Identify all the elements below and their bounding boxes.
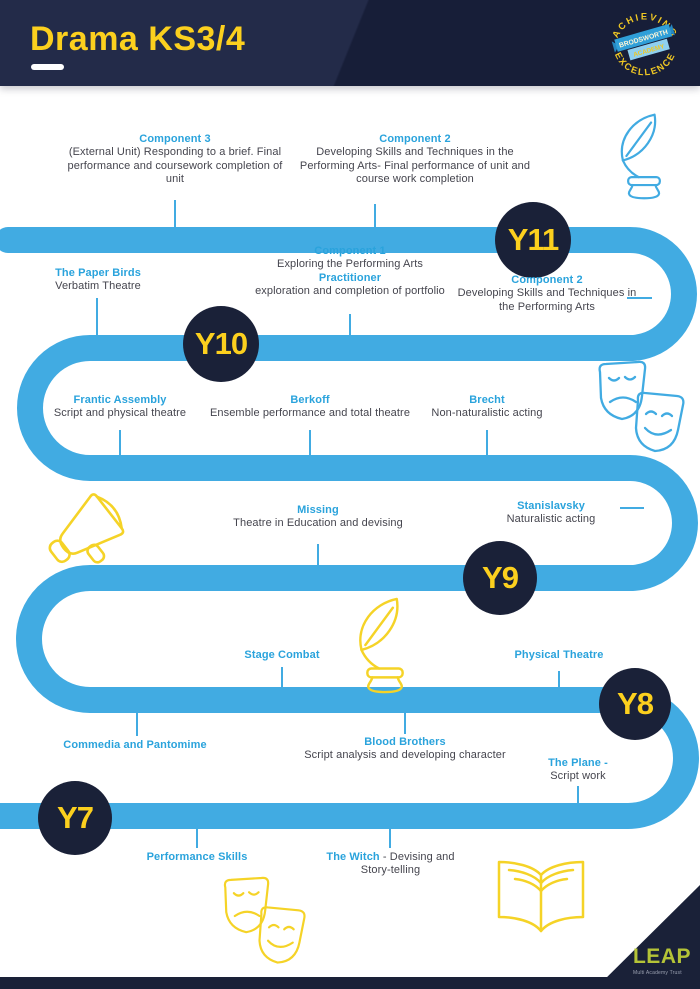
milestone-physical-theatre: Physical Theatre	[514, 649, 604, 661]
year-marker-y11: Y11	[495, 202, 571, 278]
milestone-the-plane: The Plane - Script work	[548, 757, 608, 783]
connector-ticks	[96, 200, 652, 848]
year-marker-y10: Y10	[183, 306, 259, 382]
milestone-brecht: Brecht Non-naturalistic acting	[431, 394, 543, 420]
leap-tagline: Multi Academy Trust	[632, 970, 682, 976]
year-marker-y8: Y8	[599, 668, 671, 740]
footer-corner-triangle	[595, 885, 700, 989]
title-underline	[31, 64, 64, 70]
quill-ink-icon	[620, 113, 661, 200]
theatre-masks-icon	[598, 360, 685, 453]
year-marker-y9: Y9	[463, 541, 537, 615]
footer-bar	[0, 977, 700, 989]
milestone-performance-skills: Performance Skills	[146, 851, 248, 863]
milestone-stanislavsky: Stanislavsky Naturalistic acting	[506, 500, 596, 526]
milestone-missing: Missing Theatre in Education and devisin…	[233, 504, 403, 530]
milestone-frantic-assembly: Frantic Assembly Script and physical the…	[53, 394, 187, 420]
milestone-commedia-pantomime: Commedia and Pantomime	[63, 739, 207, 751]
megaphone-icon	[48, 493, 125, 564]
milestone-the-witch: The Witch - Devising and Story-telling	[326, 851, 455, 877]
school-badge: ACHIEVING EXCELLENCE BRODSWORTH ACADEMY	[610, 12, 677, 78]
milestone-berkoff: Berkoff Ensemble performance and total t…	[209, 394, 411, 420]
page-title: Drama KS3/4	[30, 20, 246, 58]
leap-logo: LEAP Multi Academy Trust	[633, 946, 691, 976]
leap-logo-text: LEAP	[632, 945, 691, 968]
milestone-component-2: Component 2 Developing Skills and Techni…	[457, 274, 637, 313]
milestone-component-1: Component 1 Exploring the Performing Art…	[255, 245, 445, 298]
milestone-paper-birds: The Paper Birds Verbatim Theatre	[55, 267, 141, 293]
open-book-icon	[497, 860, 585, 933]
milestone-stage-combat: Stage Combat	[244, 649, 320, 661]
theatre-masks-icon	[223, 876, 306, 964]
milestone-blood-brothers: Blood Brothers Script analysis and devel…	[304, 736, 506, 762]
milestone-component-3: Component 3 (External Unit) Responding t…	[67, 133, 283, 186]
year-marker-y7: Y7	[38, 781, 112, 855]
quill-ink-icon	[359, 597, 404, 694]
milestone-component-2-final: Component 2 Developing Skills and Techni…	[299, 133, 531, 186]
header-bar: Drama KS3/4 ACHIEVING EXCELLENCE BRODSWO…	[0, 0, 700, 86]
